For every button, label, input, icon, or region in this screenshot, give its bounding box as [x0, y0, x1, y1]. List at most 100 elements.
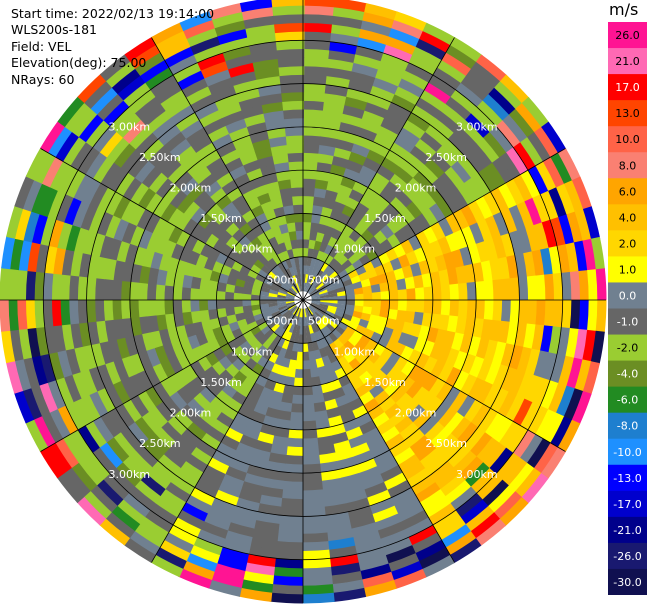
velocity-gate	[219, 434, 240, 451]
velocity-gate	[363, 187, 381, 203]
velocity-gate	[301, 575, 333, 587]
velocity-gate	[329, 379, 342, 392]
velocity-gate	[183, 19, 217, 40]
velocity-gate	[401, 70, 430, 91]
velocity-gate	[65, 168, 87, 198]
velocity-gate	[419, 30, 452, 54]
velocity-gate	[70, 461, 98, 492]
velocity-gate	[574, 208, 592, 243]
velocity-gate	[360, 278, 372, 288]
velocity-gate	[215, 554, 248, 572]
velocity-gate	[266, 127, 287, 140]
velocity-gate	[199, 196, 217, 214]
velocity-gate	[250, 304, 261, 311]
velocity-gate	[571, 390, 592, 425]
velocity-gate	[310, 323, 318, 334]
velocity-gate	[387, 233, 402, 249]
velocity-gate	[483, 339, 499, 363]
velocity-gate	[236, 318, 248, 329]
velocity-gate	[277, 289, 288, 295]
velocity-gate	[302, 411, 316, 422]
velocity-gate	[468, 356, 485, 379]
velocity-gate	[475, 337, 490, 360]
velocity-gate	[455, 265, 468, 285]
velocity-gate	[320, 469, 341, 482]
velocity-gate	[387, 553, 420, 573]
velocity-gate	[379, 361, 395, 377]
colorbar-swatch	[608, 490, 647, 518]
velocity-gate	[226, 376, 242, 392]
velocity-gate	[303, 186, 316, 197]
velocity-gate	[574, 359, 592, 393]
range-ring-label: 1.50km	[200, 212, 242, 225]
velocity-gate	[234, 497, 260, 513]
velocity-gate	[448, 538, 482, 564]
velocity-gate	[301, 498, 325, 509]
velocity-gate	[377, 60, 407, 80]
velocity-gate	[164, 481, 191, 503]
velocity-gate	[389, 196, 407, 214]
velocity-gate	[236, 383, 252, 398]
velocity-gate	[326, 267, 336, 277]
velocity-gate	[268, 302, 278, 308]
velocity-gate	[42, 271, 54, 300]
velocity-gate	[380, 290, 391, 301]
velocity-gate	[440, 524, 472, 549]
velocity-gate	[289, 275, 297, 286]
velocity-gate	[403, 517, 434, 539]
velocity-gate	[463, 263, 476, 284]
velocity-gate	[57, 164, 79, 195]
velocity-gate	[275, 170, 291, 182]
velocity-gate	[178, 336, 193, 354]
velocity-gate	[450, 187, 469, 210]
velocity-gate	[442, 138, 465, 162]
velocity-gate	[292, 386, 303, 396]
range-ring	[259, 256, 347, 344]
velocity-gate	[519, 434, 544, 465]
velocity-gate	[298, 334, 303, 344]
velocity-gate	[136, 369, 154, 392]
velocity-gate	[207, 76, 235, 95]
velocity-gate	[445, 366, 462, 388]
velocity-gate	[401, 321, 414, 336]
velocity-gate	[39, 185, 59, 218]
velocity-gate	[304, 316, 309, 327]
velocity-gate	[79, 368, 98, 396]
velocity-gate	[402, 119, 427, 140]
velocity-gate	[16, 268, 28, 300]
velocity-gate	[104, 257, 117, 281]
velocity-gate	[355, 324, 367, 336]
velocity-gate	[141, 138, 165, 161]
velocity-gate	[147, 314, 160, 333]
velocity-gate	[350, 275, 362, 285]
velocity-gate	[216, 171, 235, 188]
velocity-gate	[459, 119, 485, 145]
velocity-gate	[113, 142, 137, 168]
velocity-gate	[524, 348, 541, 377]
velocity-gate	[590, 330, 605, 365]
velocity-gate	[257, 268, 269, 279]
velocity-gate	[263, 359, 275, 372]
velocity-gate	[299, 325, 303, 336]
velocity-gate	[129, 299, 140, 319]
velocity-gate	[144, 366, 161, 387]
velocity-gate	[273, 264, 283, 275]
velocity-gate	[501, 278, 512, 302]
velocity-gate	[423, 421, 445, 443]
elevation-text: Elevation(deg): 75.00	[11, 55, 147, 71]
velocity-gate	[294, 274, 300, 284]
velocity-gate	[358, 391, 375, 406]
velocity-gate	[283, 280, 292, 289]
velocity-gate	[380, 426, 400, 444]
velocity-gate	[227, 62, 256, 78]
velocity-gate	[203, 513, 231, 532]
velocity-gate	[291, 394, 303, 405]
velocity-gate	[424, 454, 449, 477]
velocity-gate	[303, 39, 332, 51]
velocity-gate	[191, 345, 206, 361]
velocity-gate	[63, 466, 91, 498]
velocity-gate	[286, 143, 304, 154]
velocity-gate	[324, 254, 335, 266]
velocity-gate	[199, 341, 214, 357]
velocity-gate	[313, 349, 322, 360]
